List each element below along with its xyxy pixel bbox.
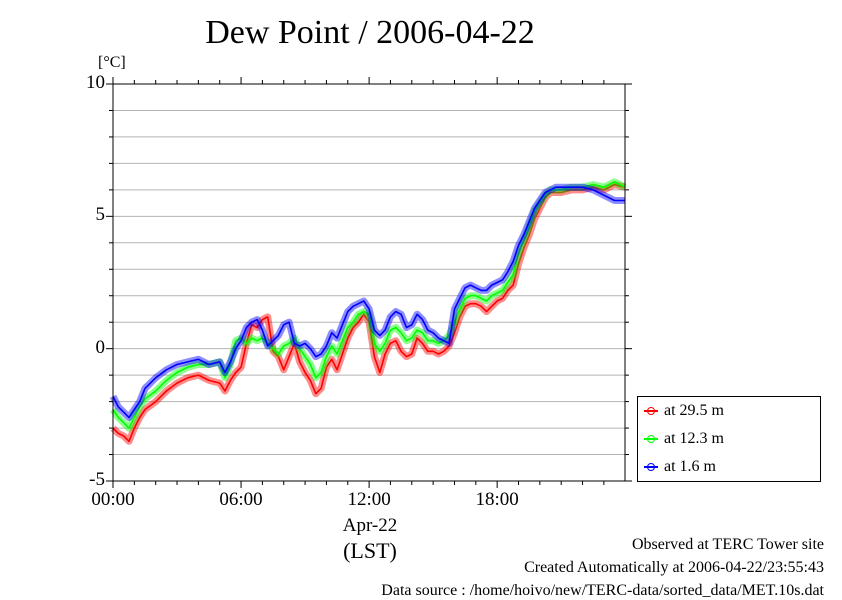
legend-swatch-red bbox=[644, 406, 658, 416]
series-lines bbox=[109, 178, 627, 445]
x-tick-label: 12:00 bbox=[347, 489, 391, 510]
legend-label: at 12.3 m bbox=[664, 430, 724, 447]
legend-swatch-green bbox=[644, 434, 658, 444]
footer-data-source: Data source : /home/hoivo/new/TERC-data/… bbox=[381, 582, 824, 599]
footer-observed: Observed at TERC Tower site bbox=[631, 536, 824, 553]
series-band-2 bbox=[109, 183, 625, 421]
legend-item-1-6m: at 1.6 m bbox=[644, 457, 716, 477]
series-line-0 bbox=[112, 183, 626, 443]
x-date-label: Apr-22 bbox=[342, 515, 398, 536]
legend-item-12-3m: at 12.3 m bbox=[644, 429, 724, 449]
legend-label: at 29.5 m bbox=[664, 402, 724, 419]
y-tick-label: -5 bbox=[89, 469, 105, 490]
chart-title: Dew Point / 2006-04-22 bbox=[205, 14, 535, 51]
legend-swatch-blue bbox=[644, 462, 658, 472]
series-line-2 bbox=[112, 186, 625, 419]
y-axis-unit: [°C] bbox=[98, 54, 126, 71]
footer-created: Created Automatically at 2006-04-22/23:5… bbox=[524, 559, 824, 576]
x-tick-label: 00:00 bbox=[91, 489, 135, 510]
y-tick-label: 5 bbox=[95, 204, 106, 226]
plot-frame bbox=[112, 83, 626, 482]
y-tick-label: 10 bbox=[86, 72, 105, 93]
legend-item-29-5m: at 29.5 m bbox=[644, 401, 724, 421]
series-line-1 bbox=[112, 181, 626, 429]
legend: at 29.5 m at 12.3 m at 1.6 m bbox=[637, 396, 821, 482]
x-tick-label: 06:00 bbox=[219, 489, 263, 510]
x-axis-label: (LST) bbox=[343, 538, 397, 563]
y-tick-label: 0 bbox=[95, 336, 106, 358]
grid-lines bbox=[113, 109, 625, 456]
axis-ticks bbox=[106, 77, 632, 488]
x-tick-label: 18:00 bbox=[475, 489, 519, 510]
legend-label: at 1.6 m bbox=[664, 458, 716, 475]
